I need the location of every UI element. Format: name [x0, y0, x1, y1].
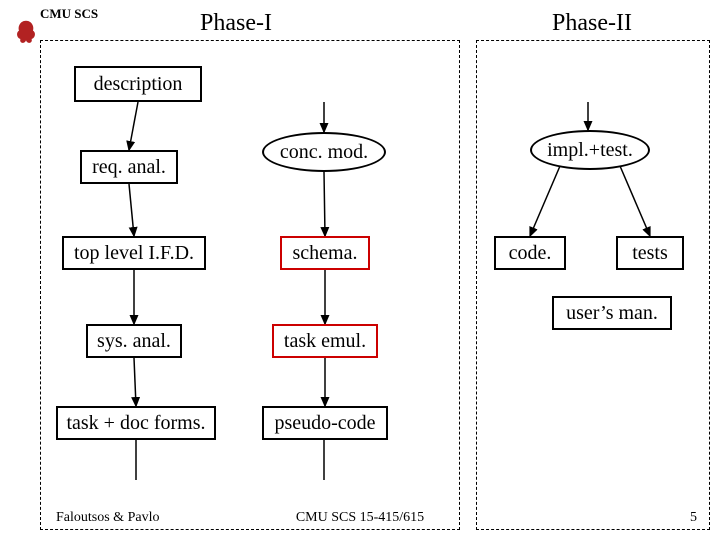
node-req_anal: req. anal. — [80, 150, 178, 184]
footer-center: CMU SCS 15-415/615 — [260, 510, 460, 526]
phase2-box — [476, 40, 710, 530]
node-impl_test: impl.+test. — [530, 130, 650, 170]
node-description: description — [74, 66, 202, 102]
node-tests: tests — [616, 236, 684, 270]
node-pseudocode: pseudo-code — [262, 406, 388, 440]
header-label: CMU SCS — [40, 6, 98, 22]
phase1-title: Phase-I — [200, 10, 272, 37]
footer-right: 5 — [690, 510, 697, 526]
node-taskdoc: task + doc forms. — [56, 406, 216, 440]
cmu-logo — [12, 18, 40, 46]
node-schema: schema. — [280, 236, 370, 270]
node-users_man: user’s man. — [552, 296, 672, 330]
node-code: code. — [494, 236, 566, 270]
node-top_ifd: top level I.F.D. — [62, 236, 206, 270]
phase2-title: Phase-II — [552, 10, 632, 37]
node-sys_anal: sys. anal. — [86, 324, 182, 358]
node-task_emul: task emul. — [272, 324, 378, 358]
footer-left: Faloutsos & Pavlo — [56, 510, 159, 526]
phase1-box — [40, 40, 460, 530]
node-conc_mod: conc. mod. — [262, 132, 386, 172]
